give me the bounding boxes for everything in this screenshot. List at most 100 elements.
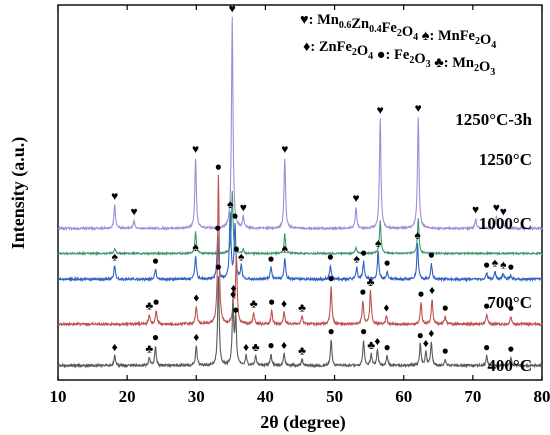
phase-marker: ♠ (227, 197, 234, 211)
x-tick-label: 10 (50, 387, 67, 406)
phase-marker: ♦ (374, 334, 380, 348)
legend-phase: Fe (382, 20, 398, 36)
legend-phase: 2 (397, 28, 402, 39)
phase-marker: ♦ (281, 338, 287, 352)
phase-marker: ● (483, 298, 490, 312)
phase-marker: ● (507, 300, 514, 314)
phase-marker: ● (267, 252, 274, 266)
legend-phase: 2 (475, 36, 480, 47)
phase-marker: ♣ (250, 296, 258, 310)
phase-marker: ♦ (193, 291, 199, 305)
phase-marker: ♣ (145, 342, 153, 356)
phase-marker: ♠ (414, 228, 421, 242)
phase-legend: ♥: Mn0.6Zn0.4Fe2O4 ♠: MnFe2O4♦: ZnFe2O4 … (300, 12, 496, 78)
phase-marker: ● (417, 287, 424, 301)
phase-marker: ♦ (193, 330, 199, 344)
phase-marker: ● (383, 340, 390, 354)
phase-marker: ● (442, 344, 449, 358)
legend-symbol: ♥: (300, 12, 317, 28)
phase-marker: ● (268, 294, 275, 308)
legend-phase: MnFe (438, 28, 476, 44)
phase-marker: ♣ (298, 344, 306, 358)
trace-700-c (57, 174, 543, 328)
phase-marker: ♥ (130, 205, 137, 219)
phase-marker: ● (417, 328, 424, 342)
phase-marker: ♥ (111, 189, 118, 203)
legend-phase: Mn (452, 55, 474, 71)
phase-marker: ♦ (428, 326, 434, 340)
phase-marker: ♥ (240, 201, 247, 215)
phase-marker: ● (152, 330, 159, 344)
legend-phase: 4 (368, 51, 373, 62)
x-axis-label: 2θ (degree) (260, 412, 346, 433)
phase-marker: ♠ (192, 240, 199, 254)
phase-marker: ♥ (415, 101, 422, 115)
legend-symbol: ♣: (431, 55, 453, 71)
legend-phase: O (480, 32, 491, 48)
phase-marker: ● (214, 220, 221, 234)
phase-marker: ● (327, 271, 334, 285)
x-tick-label: 60 (395, 387, 412, 406)
y-axis-label: Intensity (a.u.) (8, 137, 29, 250)
x-tick-label: 70 (464, 387, 481, 406)
phase-marker: ♥ (472, 203, 479, 217)
x-tick-label: 80 (534, 387, 550, 406)
legend-phase: 2 (352, 47, 357, 58)
phase-marker: ♦ (281, 296, 287, 310)
phase-marker: ● (483, 340, 490, 354)
phase-marker: ♥ (192, 142, 199, 156)
diffraction-patterns (57, 16, 543, 369)
legend-phase: O (357, 43, 368, 59)
phase-marker: ● (233, 242, 240, 256)
phase-marker: ● (383, 255, 390, 269)
legend-phase: 3 (490, 67, 495, 78)
phase-marker: ● (507, 259, 514, 273)
x-tick-label: 50 (326, 387, 343, 406)
legend-phase: Fe (394, 47, 410, 63)
phase-marker: ● (215, 260, 222, 274)
trace-400-c (57, 276, 543, 369)
phase-marker: ♠ (354, 252, 361, 266)
series-label: 1000°C (479, 214, 532, 233)
phase-marker: ♥ (493, 201, 500, 215)
phase-marker: ♣ (367, 338, 375, 352)
phase-marker: ● (428, 248, 435, 262)
phase-marker: ● (152, 253, 159, 267)
legend-phase: 2 (474, 63, 479, 74)
phase-marker: ♠ (112, 250, 119, 264)
legend-phase: 0.6 (339, 20, 352, 31)
legend-phase: 4 (491, 40, 496, 51)
legend-phase: 4 (413, 32, 418, 43)
phase-marker: ♥ (229, 2, 236, 16)
legend-phase: O (479, 59, 490, 75)
phase-marker: ♦ (231, 281, 237, 295)
legend-phase: Mn (317, 12, 339, 28)
phase-marker: ● (359, 285, 366, 299)
phase-markers: ♥♥♥♥♥♥♥♥ ♥♥ ♥ ♥♠ ●♠●♠●♠ ●♠● ♠ ●♠●♠●● ♠ ♠ ●♣ ● ♦●♦●♣ ●… (111, 2, 514, 358)
phase-marker: ♥ (352, 191, 359, 205)
series-label: 400°C (487, 356, 532, 375)
legend-line: ♦: ZnFe2O4 ●: Fe2O3 ♣: Mn2O3 (303, 39, 495, 78)
phase-marker: ● (327, 250, 334, 264)
phase-marker: ♣ (252, 340, 260, 354)
phase-marker: ♦ (429, 283, 435, 297)
phase-marker: ♠ (375, 236, 382, 250)
phase-marker: ♦ (112, 340, 118, 354)
legend-line: ♥: Mn0.6Zn0.4Fe2O4 ♠: MnFe2O4 (300, 12, 496, 51)
phase-marker: ♦ (230, 287, 236, 301)
legend-phase: 0.4 (369, 24, 382, 35)
legend-phase: ZnFe (319, 39, 353, 55)
series-label: 1250°C-3h (455, 110, 532, 129)
legend-symbol: ♠: (418, 28, 438, 44)
phase-marker: ♥ (500, 205, 507, 219)
phase-marker: ● (153, 294, 160, 308)
legend-phase: O (402, 24, 413, 40)
phase-marker: ♠ (500, 257, 507, 271)
legend-phase: Zn (351, 16, 369, 32)
x-tick-label: 20 (119, 387, 136, 406)
phase-marker: ● (442, 300, 449, 314)
phase-marker: ♦ (243, 340, 249, 354)
series-label: 1250°C (479, 150, 532, 169)
legend-phase: O (414, 51, 425, 67)
